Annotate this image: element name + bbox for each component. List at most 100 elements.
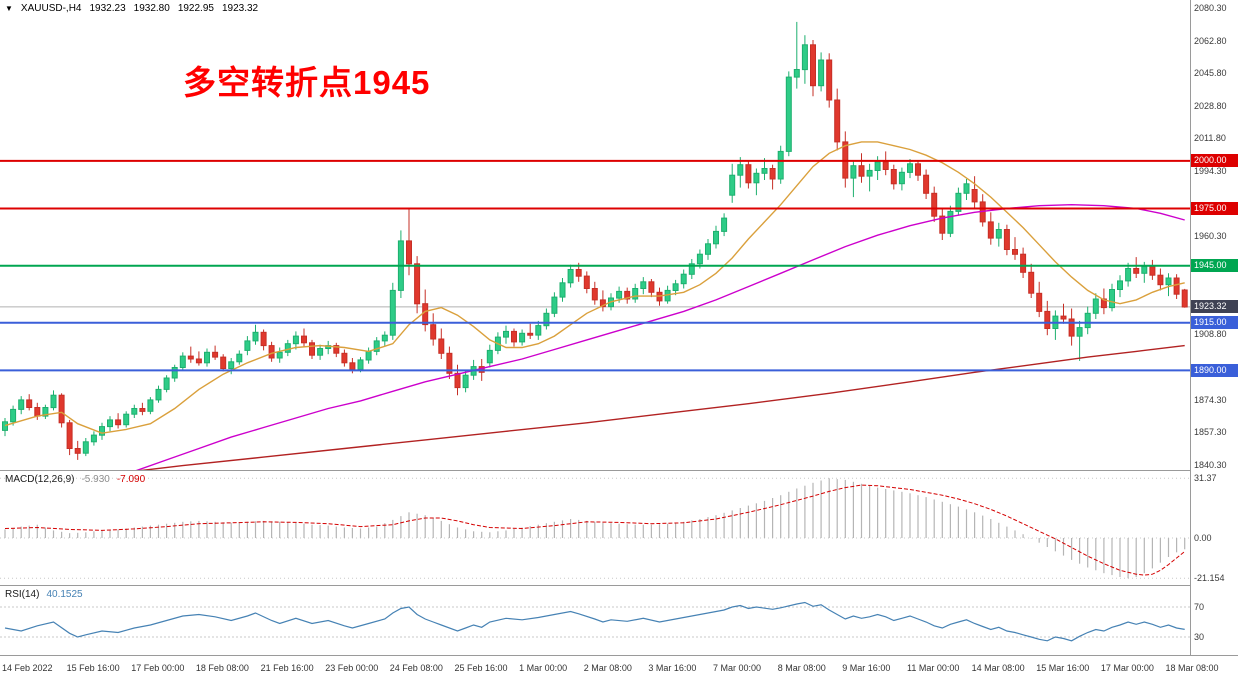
symbol-timeframe-label: XAUUSD-,H4 xyxy=(20,3,82,14)
candle xyxy=(1125,262,1132,287)
main-chart-canvas[interactable] xyxy=(0,0,1190,470)
candle xyxy=(131,404,138,418)
candle xyxy=(1060,303,1067,324)
panel-separator[interactable] xyxy=(0,470,1238,471)
level-price-badge: 1915.00 xyxy=(1191,316,1238,330)
candle xyxy=(874,156,881,180)
rsi-panel[interactable]: RSI(14) 40.1525 xyxy=(0,586,1190,655)
one-click-trading-arrow-icon[interactable]: ▼ xyxy=(5,4,13,13)
candle xyxy=(163,375,170,393)
rsi-canvas[interactable] xyxy=(0,586,1190,655)
candle xyxy=(1028,263,1035,298)
time-label: 17 Mar 00:00 xyxy=(1100,663,1154,673)
candle xyxy=(147,397,154,415)
candle xyxy=(987,212,994,245)
candle xyxy=(123,411,130,428)
candle xyxy=(462,370,469,393)
time-label: 3 Mar 16:00 xyxy=(648,663,697,673)
candle xyxy=(624,287,631,304)
candle xyxy=(244,336,251,356)
candle xyxy=(826,53,833,108)
candle xyxy=(567,264,574,288)
candle xyxy=(284,339,291,357)
candle xyxy=(559,278,566,302)
ma-fast-line xyxy=(4,141,1185,434)
price-scale-label: 1874.30 xyxy=(1194,394,1227,405)
low-value: 1922.95 xyxy=(177,3,214,14)
macd-name-label: MACD(12,26,9) xyxy=(5,474,75,485)
candle xyxy=(1181,288,1188,308)
candle xyxy=(10,405,17,426)
candle xyxy=(858,153,865,183)
macd-panel[interactable]: MACD(12,26,9) -5.930 -7.090 xyxy=(0,471,1190,585)
ma-slow-line xyxy=(139,344,1185,470)
price-scale-label: 1994.30 xyxy=(1194,166,1227,177)
candle xyxy=(268,341,275,362)
current-price-badge: 1923.32 xyxy=(1191,300,1238,314)
candle xyxy=(317,344,324,360)
rsi-name-label: RSI(14) xyxy=(5,589,40,600)
candle xyxy=(705,239,711,260)
time-label: 18 Mar 08:00 xyxy=(1165,663,1219,673)
candle xyxy=(454,364,461,396)
candle xyxy=(882,151,889,176)
candle xyxy=(721,213,728,237)
candle xyxy=(42,404,49,419)
macd-label: MACD(12,26,9) -5.930 -7.090 xyxy=(5,474,145,485)
candle xyxy=(640,277,647,295)
candle xyxy=(1133,257,1140,278)
panel-separator[interactable] xyxy=(0,655,1238,656)
time-label: 8 Mar 08:00 xyxy=(777,663,826,673)
level-price-badge: 1945.00 xyxy=(1191,259,1238,273)
candle xyxy=(99,422,105,440)
candle xyxy=(810,40,816,97)
time-scale[interactable]: 14 Feb 2022 15 Feb 16:00 17 Feb 00:00 18 Fe… xyxy=(0,656,1238,683)
candle xyxy=(1100,288,1107,315)
candle xyxy=(292,331,299,350)
candle xyxy=(818,52,825,92)
candle xyxy=(801,35,808,84)
candle xyxy=(632,283,639,303)
candle xyxy=(414,256,421,314)
macd-scale-label: -21.154 xyxy=(1194,572,1225,583)
candle xyxy=(737,157,744,188)
candle xyxy=(519,329,526,346)
price-scale[interactable]: 2080.30 2062.80 2045.80 2028.80 2011.80 1994.… xyxy=(1190,0,1238,655)
candle xyxy=(1109,283,1115,312)
price-scale-label: 1857.30 xyxy=(1194,427,1227,438)
time-label: 21 Feb 16:00 xyxy=(260,663,314,673)
candle xyxy=(195,351,202,366)
rsi-label: RSI(14) 40.1525 xyxy=(5,589,83,600)
candle xyxy=(963,179,970,200)
price-scale-label: 2045.80 xyxy=(1194,68,1227,79)
candle xyxy=(971,176,978,209)
candle xyxy=(923,169,930,199)
candle xyxy=(171,364,178,382)
macd-main-value: -5.930 xyxy=(81,474,110,485)
panel-separator[interactable] xyxy=(0,585,1238,586)
price-scale-label: 1908.80 xyxy=(1194,329,1227,340)
candle xyxy=(688,259,695,279)
time-label: 23 Feb 00:00 xyxy=(325,663,379,673)
price-scale-label: 2011.80 xyxy=(1194,132,1226,143)
candle xyxy=(389,282,396,340)
main-chart-panel[interactable]: ▼ XAUUSD-,H4 1932.23 1932.80 1922.95 192… xyxy=(0,0,1190,470)
candle xyxy=(107,416,113,432)
time-label: 7 Mar 00:00 xyxy=(713,663,762,673)
candle xyxy=(309,339,315,359)
time-label: 24 Feb 08:00 xyxy=(389,663,443,673)
candle xyxy=(931,186,938,222)
trend-annotation-text: 多空转折点1945 xyxy=(183,64,431,101)
candle xyxy=(834,88,841,151)
level-price-badge: 1975.00 xyxy=(1191,202,1238,215)
macd-canvas[interactable] xyxy=(0,471,1190,585)
time-label: 14 Feb 2022 xyxy=(2,663,53,673)
macd-scale-label: 0.00 xyxy=(1194,532,1212,543)
candle xyxy=(333,342,340,358)
price-scale-label: 2080.30 xyxy=(1194,2,1227,13)
rsi-scale-label: 30 xyxy=(1194,631,1205,642)
macd-histogram xyxy=(4,478,1186,579)
candle xyxy=(1092,293,1099,319)
candle xyxy=(406,209,412,276)
